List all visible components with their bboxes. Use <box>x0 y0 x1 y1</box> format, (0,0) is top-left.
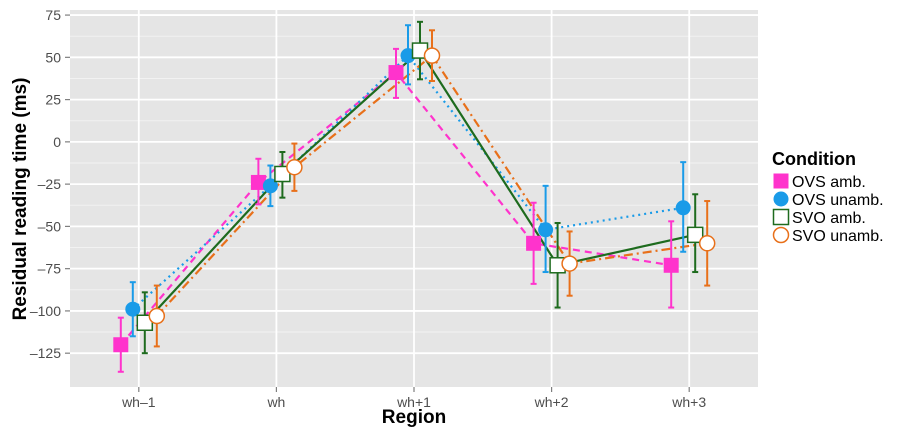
legend-key <box>773 173 789 189</box>
legend-key <box>773 191 789 207</box>
y-tick-label: –50 <box>38 218 62 234</box>
data-point <box>686 226 704 244</box>
x-tick-label: wh+2 <box>534 394 569 410</box>
series-line <box>155 54 708 317</box>
data-point <box>561 255 578 272</box>
x-axis-title: Region <box>382 407 446 427</box>
x-tick-label: wh <box>266 394 285 410</box>
data-point <box>423 47 441 64</box>
error-bars <box>117 20 711 373</box>
y-tick-label: 50 <box>45 49 61 65</box>
y-tick-label: 25 <box>45 92 61 108</box>
y-axis: 75 50 25 0 –25 –50 –75 –100 –125 <box>30 7 70 361</box>
y-tick-label: –100 <box>30 303 61 319</box>
data-point <box>698 235 716 252</box>
y-tick-label: –25 <box>38 176 62 192</box>
series-line <box>132 54 684 311</box>
legend-key <box>772 208 790 226</box>
y-tick-label: –75 <box>38 261 62 277</box>
data-point <box>113 337 129 353</box>
x-tick-label: wh+3 <box>671 394 706 410</box>
data-point <box>148 307 166 325</box>
y-axis-title: Residual reading time (ms) <box>10 78 31 321</box>
legend-label: OVS amb. <box>792 174 866 191</box>
data-point <box>250 174 266 190</box>
x-tick-label: wh–1 <box>121 394 156 410</box>
data-point <box>538 222 554 238</box>
x-tick-label: wh+1 <box>396 394 431 410</box>
data-point <box>286 158 303 176</box>
legend-title: Condition <box>772 149 856 169</box>
legend-key <box>772 226 790 244</box>
data-point <box>125 301 141 317</box>
data-point <box>663 257 679 273</box>
y-tick-label: 0 <box>53 134 61 150</box>
legend-label: SVO amb. <box>792 210 866 227</box>
legend: Condition OVS amb.OVS unamb.SVO amb.SVO … <box>772 149 884 245</box>
data-point <box>675 200 691 216</box>
data-points <box>113 42 716 353</box>
legend-label: OVS unamb. <box>792 192 884 209</box>
x-axis: wh–1 wh wh+1 wh+2 wh+3 <box>121 387 706 410</box>
data-point <box>526 235 542 251</box>
y-tick-label: 75 <box>45 7 61 23</box>
y-tick-label: –125 <box>30 345 61 361</box>
data-point <box>388 65 404 81</box>
legend-label: SVO unamb. <box>792 228 884 245</box>
